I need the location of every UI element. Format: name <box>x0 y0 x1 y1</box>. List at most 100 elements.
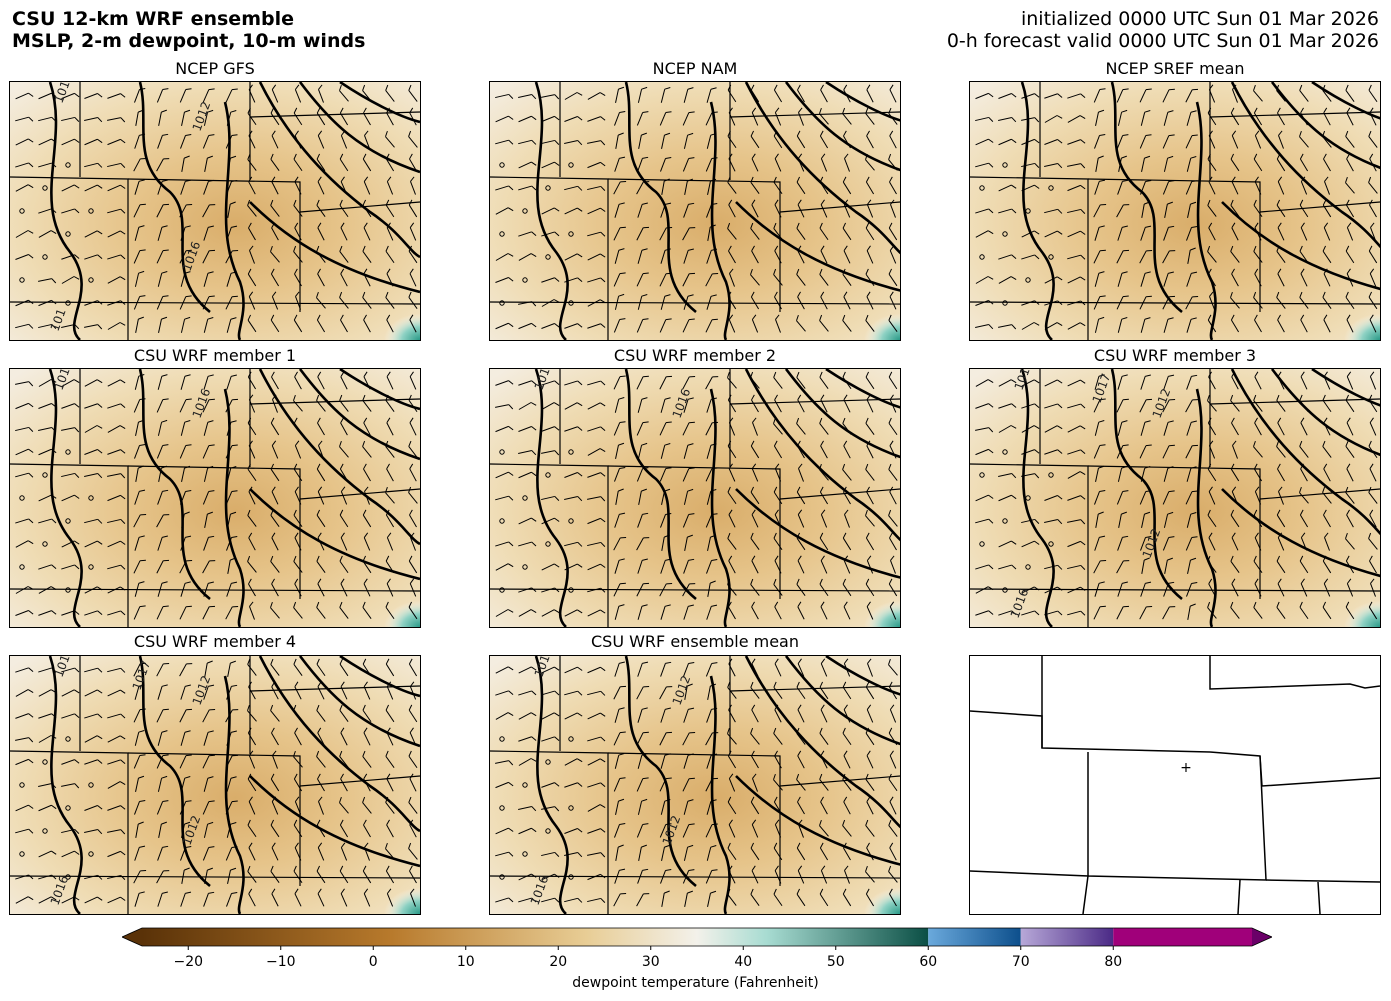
wind-barb <box>636 582 650 597</box>
wind-barb <box>1299 199 1309 218</box>
wind-barb <box>339 704 349 722</box>
wind-barb <box>38 138 57 146</box>
wind-barb <box>247 314 257 333</box>
wind-barb <box>316 601 326 619</box>
wind-barb <box>751 314 759 333</box>
wind-barb <box>1067 163 1086 169</box>
wind-barb <box>706 294 717 310</box>
map-panel-member-4: 1016 1012 1012 1016 1017 <box>9 655 421 915</box>
wind-barb <box>409 463 417 482</box>
wind-barb <box>107 254 126 260</box>
wind-barb <box>518 827 537 835</box>
calm-wind-marker <box>522 277 528 283</box>
wind-barb <box>38 403 57 409</box>
locator-state-line-ok <box>1317 881 1321 914</box>
wind-barb <box>683 604 694 620</box>
panel-title-member-4: CSU WRF member 4 <box>133 632 297 651</box>
wind-barb <box>998 254 1017 260</box>
wind-barb <box>975 518 994 524</box>
wind-barb <box>495 115 514 123</box>
wind-barb <box>1346 371 1354 390</box>
wind-barb <box>386 819 394 838</box>
map-svg <box>970 82 1380 340</box>
wind-barb <box>587 323 606 329</box>
wind-barb <box>1118 511 1127 528</box>
calm-wind-marker <box>568 449 574 455</box>
wind-barb <box>409 268 417 287</box>
wind-barb <box>107 162 126 168</box>
wind-barb <box>706 133 717 149</box>
isobar <box>138 656 211 888</box>
wind-barb <box>889 394 897 413</box>
wind-barb <box>156 559 170 574</box>
wind-barb <box>614 512 626 528</box>
wind-barb <box>38 667 57 673</box>
wind-barb <box>1346 417 1354 436</box>
wind-barb <box>1300 176 1308 195</box>
calm-wind-marker <box>65 805 71 811</box>
wind-barb <box>339 819 349 838</box>
calm-wind-marker <box>88 208 94 214</box>
wind-barb <box>682 583 696 597</box>
wind-barb <box>340 681 348 700</box>
wind-barb <box>638 132 647 149</box>
wind-barb <box>706 604 718 620</box>
panel-title-ens-mean: CSU WRF ensemble mean <box>590 632 799 651</box>
wind-barb <box>1141 201 1150 218</box>
wind-barb <box>1207 199 1217 217</box>
wind-barb <box>1117 420 1128 436</box>
wind-barb <box>61 667 80 673</box>
state-border <box>1209 111 1380 118</box>
isobar <box>825 369 900 409</box>
calm-wind-marker <box>65 518 71 524</box>
wind-barb <box>1164 201 1173 218</box>
wind-barb <box>843 750 851 769</box>
wind-barb <box>796 888 806 907</box>
wind-barb <box>866 842 874 861</box>
colorbar-segment-magenta <box>1113 928 1252 946</box>
wind-barb <box>660 294 671 310</box>
wind-barb <box>975 448 994 456</box>
state-border <box>970 301 1380 305</box>
wind-barb <box>294 371 302 390</box>
wind-barb <box>564 207 583 215</box>
wind-barb <box>409 578 417 597</box>
wind-barb <box>998 610 1017 616</box>
wind-barb <box>564 472 583 478</box>
wind-barb <box>1253 153 1263 172</box>
wind-barb <box>706 248 718 264</box>
wind-barb <box>408 555 418 574</box>
wind-barb <box>1187 603 1196 620</box>
wind-barb <box>888 314 898 332</box>
wind-barb <box>819 222 829 241</box>
isobar <box>258 656 420 833</box>
calm-wind-marker <box>1002 231 1008 237</box>
wind-barb <box>15 448 34 456</box>
calm-wind-marker <box>545 759 551 765</box>
wind-barb <box>751 658 759 677</box>
wind-barb <box>683 397 694 413</box>
wind-barb <box>362 440 372 458</box>
wind-barb <box>587 736 606 742</box>
wind-barb <box>84 667 103 673</box>
isobar <box>298 656 420 748</box>
wind-barb <box>339 601 349 619</box>
wind-barb <box>587 873 606 881</box>
wind-barb <box>317 578 325 597</box>
wind-barb <box>843 440 851 459</box>
wind-barb <box>1094 489 1106 505</box>
wind-barb <box>774 509 782 528</box>
wind-barb <box>1094 225 1105 241</box>
wind-barb <box>587 690 606 696</box>
wind-barb <box>842 681 852 700</box>
colorbar-extend-min <box>122 928 142 946</box>
wind-barb <box>271 842 279 861</box>
wind-barb <box>1254 176 1262 195</box>
wind-barb <box>271 291 279 310</box>
wind-barb <box>1208 440 1216 459</box>
wind-barb <box>843 555 851 574</box>
wind-barb <box>564 828 583 834</box>
wind-barb <box>819 727 829 745</box>
